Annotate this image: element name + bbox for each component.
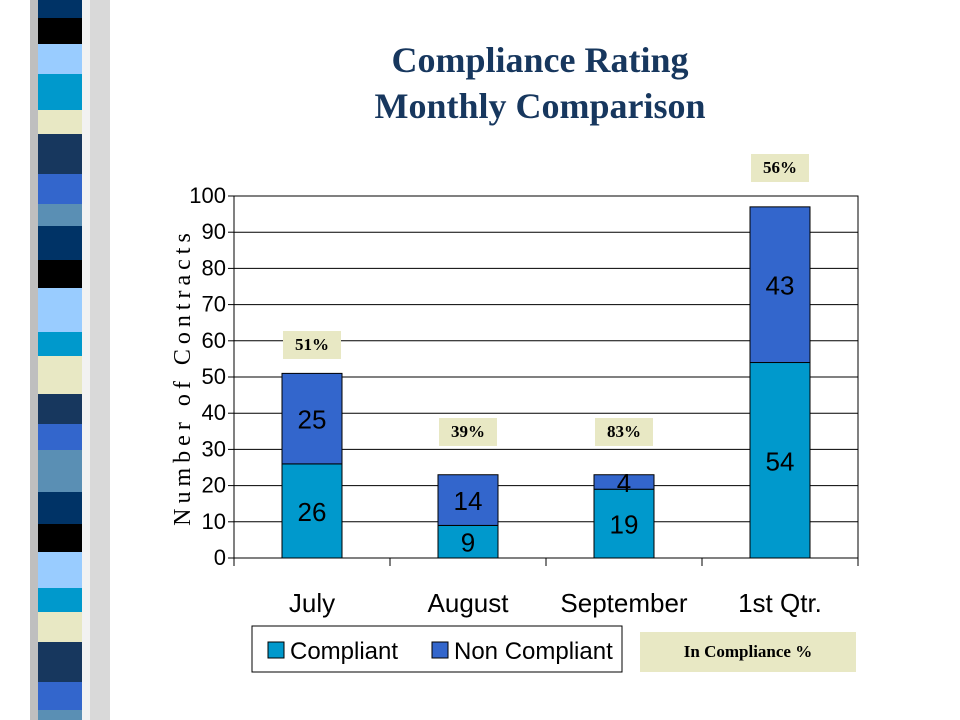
stripe-segment: [38, 0, 82, 18]
in-compliance-percent: 56%: [751, 154, 809, 182]
bar-value-label: 43: [766, 271, 795, 301]
bar-value-label: 14: [454, 486, 483, 516]
y-tick-label: 100: [189, 183, 226, 208]
bar-value-label: 54: [766, 446, 795, 476]
stripe-segment: [38, 174, 82, 204]
y-tick-label: 30: [202, 436, 226, 461]
legend-swatch: [431, 641, 449, 659]
in-compliance-legend: In Compliance %: [640, 632, 856, 672]
y-tick-label: 50: [202, 364, 226, 389]
bar-value-label: 19: [610, 510, 639, 540]
bar-compliant: [281, 463, 343, 559]
in-compliance-percent: 39%: [439, 418, 497, 446]
stripe-segment: [38, 44, 82, 74]
x-tick-label: September: [560, 588, 688, 618]
stripe-segment: [38, 260, 82, 288]
bar-value-label: 26: [298, 497, 327, 527]
stripe-segment: [38, 552, 82, 588]
y-tick-label: 40: [202, 400, 226, 425]
x-tick-label: July: [289, 588, 335, 618]
stripe-segment: [38, 642, 82, 682]
stripe-segment: [38, 74, 82, 110]
legend-swatch: [267, 641, 285, 659]
stripe-segment: [38, 612, 82, 642]
stripe-segment: [38, 524, 82, 552]
bar-non-compliant: [593, 474, 655, 490]
y-axis-title: Number of Contracts: [170, 228, 196, 526]
bar-value-label: 25: [298, 405, 327, 435]
in-compliance-percent: 51%: [283, 331, 341, 360]
bar-value-label: 9: [461, 528, 475, 558]
y-tick-label: 10: [202, 509, 226, 534]
in-compliance-percent: 83%: [595, 418, 653, 446]
bar-compliant: [437, 524, 499, 559]
legend-label: Compliant: [290, 638, 398, 665]
y-tick-label: 20: [202, 473, 226, 498]
stripe-segment: [38, 356, 82, 394]
bar-compliant: [593, 488, 655, 559]
decorative-stripe: [30, 0, 110, 720]
bar-value-label: 4: [617, 468, 631, 498]
stripe-segment: [38, 110, 82, 134]
stripe-segment: [38, 226, 82, 260]
y-tick-label: 70: [202, 292, 226, 317]
stripe-segment: [38, 682, 82, 710]
stripe-segment: [38, 134, 82, 174]
stripe-segment: [38, 18, 82, 44]
stripe-segment: [38, 710, 82, 720]
stripe-segment: [38, 450, 82, 492]
stripe-segment: [38, 288, 82, 332]
stripe-segment: [38, 204, 82, 226]
y-tick-label: 60: [202, 328, 226, 353]
stripe-segment: [38, 394, 82, 424]
legend: Compliant Non Compliant: [251, 625, 623, 673]
y-tick-label: 0: [214, 545, 226, 570]
stripe-segment: [38, 424, 82, 450]
chart-title-line1: Compliance Rating: [391, 40, 689, 80]
chart-title-line2: Monthly Comparison: [374, 86, 706, 126]
y-tick-label: 80: [202, 255, 226, 280]
stripe-segment: [38, 332, 82, 356]
bar-non-compliant: [281, 372, 343, 465]
stripe-segment: [38, 492, 82, 524]
legend-label: Non Compliant: [454, 638, 613, 665]
y-tick-label: 90: [202, 219, 226, 244]
x-tick-label: 1st Qtr.: [738, 588, 822, 618]
x-tick-label: August: [428, 588, 510, 618]
stripe-segment: [38, 588, 82, 612]
bar-non-compliant: [437, 474, 499, 526]
bar-non-compliant: [749, 206, 811, 364]
